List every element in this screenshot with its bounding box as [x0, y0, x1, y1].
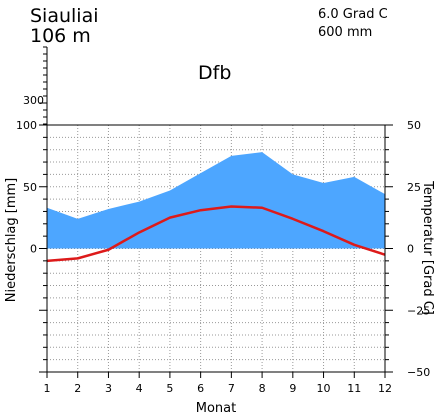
x-tick-label: 8: [259, 382, 266, 395]
upper-axis-ticks: [39, 46, 47, 125]
right-tick-label: 25: [407, 181, 421, 194]
x-tick-label: 5: [166, 382, 173, 395]
station-elevation: 106 m: [30, 25, 91, 47]
right-tick-label: −50: [407, 366, 430, 379]
x-tick-label: 12: [378, 382, 392, 395]
x-axis-title: Monat: [196, 401, 236, 416]
axis-ticks: [39, 124, 393, 378]
right-tick-label: −25: [407, 304, 430, 317]
x-tick-label: 3: [105, 382, 112, 395]
right-tick-label: 0: [407, 243, 414, 256]
station-name: Siauliai: [30, 5, 99, 27]
annual-precipitation: 600 mm: [318, 25, 372, 40]
left-tick-label: 100: [16, 119, 37, 132]
x-tick-label: 4: [136, 382, 143, 395]
left-axis-title: Niederschlag [mm]: [4, 178, 19, 303]
mean-temperature: 6.0 Grad C: [318, 7, 388, 22]
x-tick-label: 11: [347, 382, 361, 395]
upper-axis-label-300: 300: [23, 94, 44, 107]
x-tick-label: 10: [317, 382, 331, 395]
x-tick-label: 2: [74, 382, 81, 395]
x-tick-label: 9: [289, 382, 296, 395]
temperature-line: [46, 205, 386, 263]
x-tick-label: 7: [228, 382, 235, 395]
series-layer: [46, 152, 386, 263]
x-tick-label: 1: [44, 382, 51, 395]
left-tick-label: 0: [30, 243, 37, 256]
right-tick-label: 50: [407, 119, 421, 132]
left-tick-label: 50: [23, 181, 37, 194]
right-axis-title: Temperatur [Grad C]: [420, 180, 435, 315]
precipitation-area: [47, 152, 385, 249]
x-tick-label: 6: [197, 382, 204, 395]
climate-class: Dfb: [198, 62, 231, 84]
